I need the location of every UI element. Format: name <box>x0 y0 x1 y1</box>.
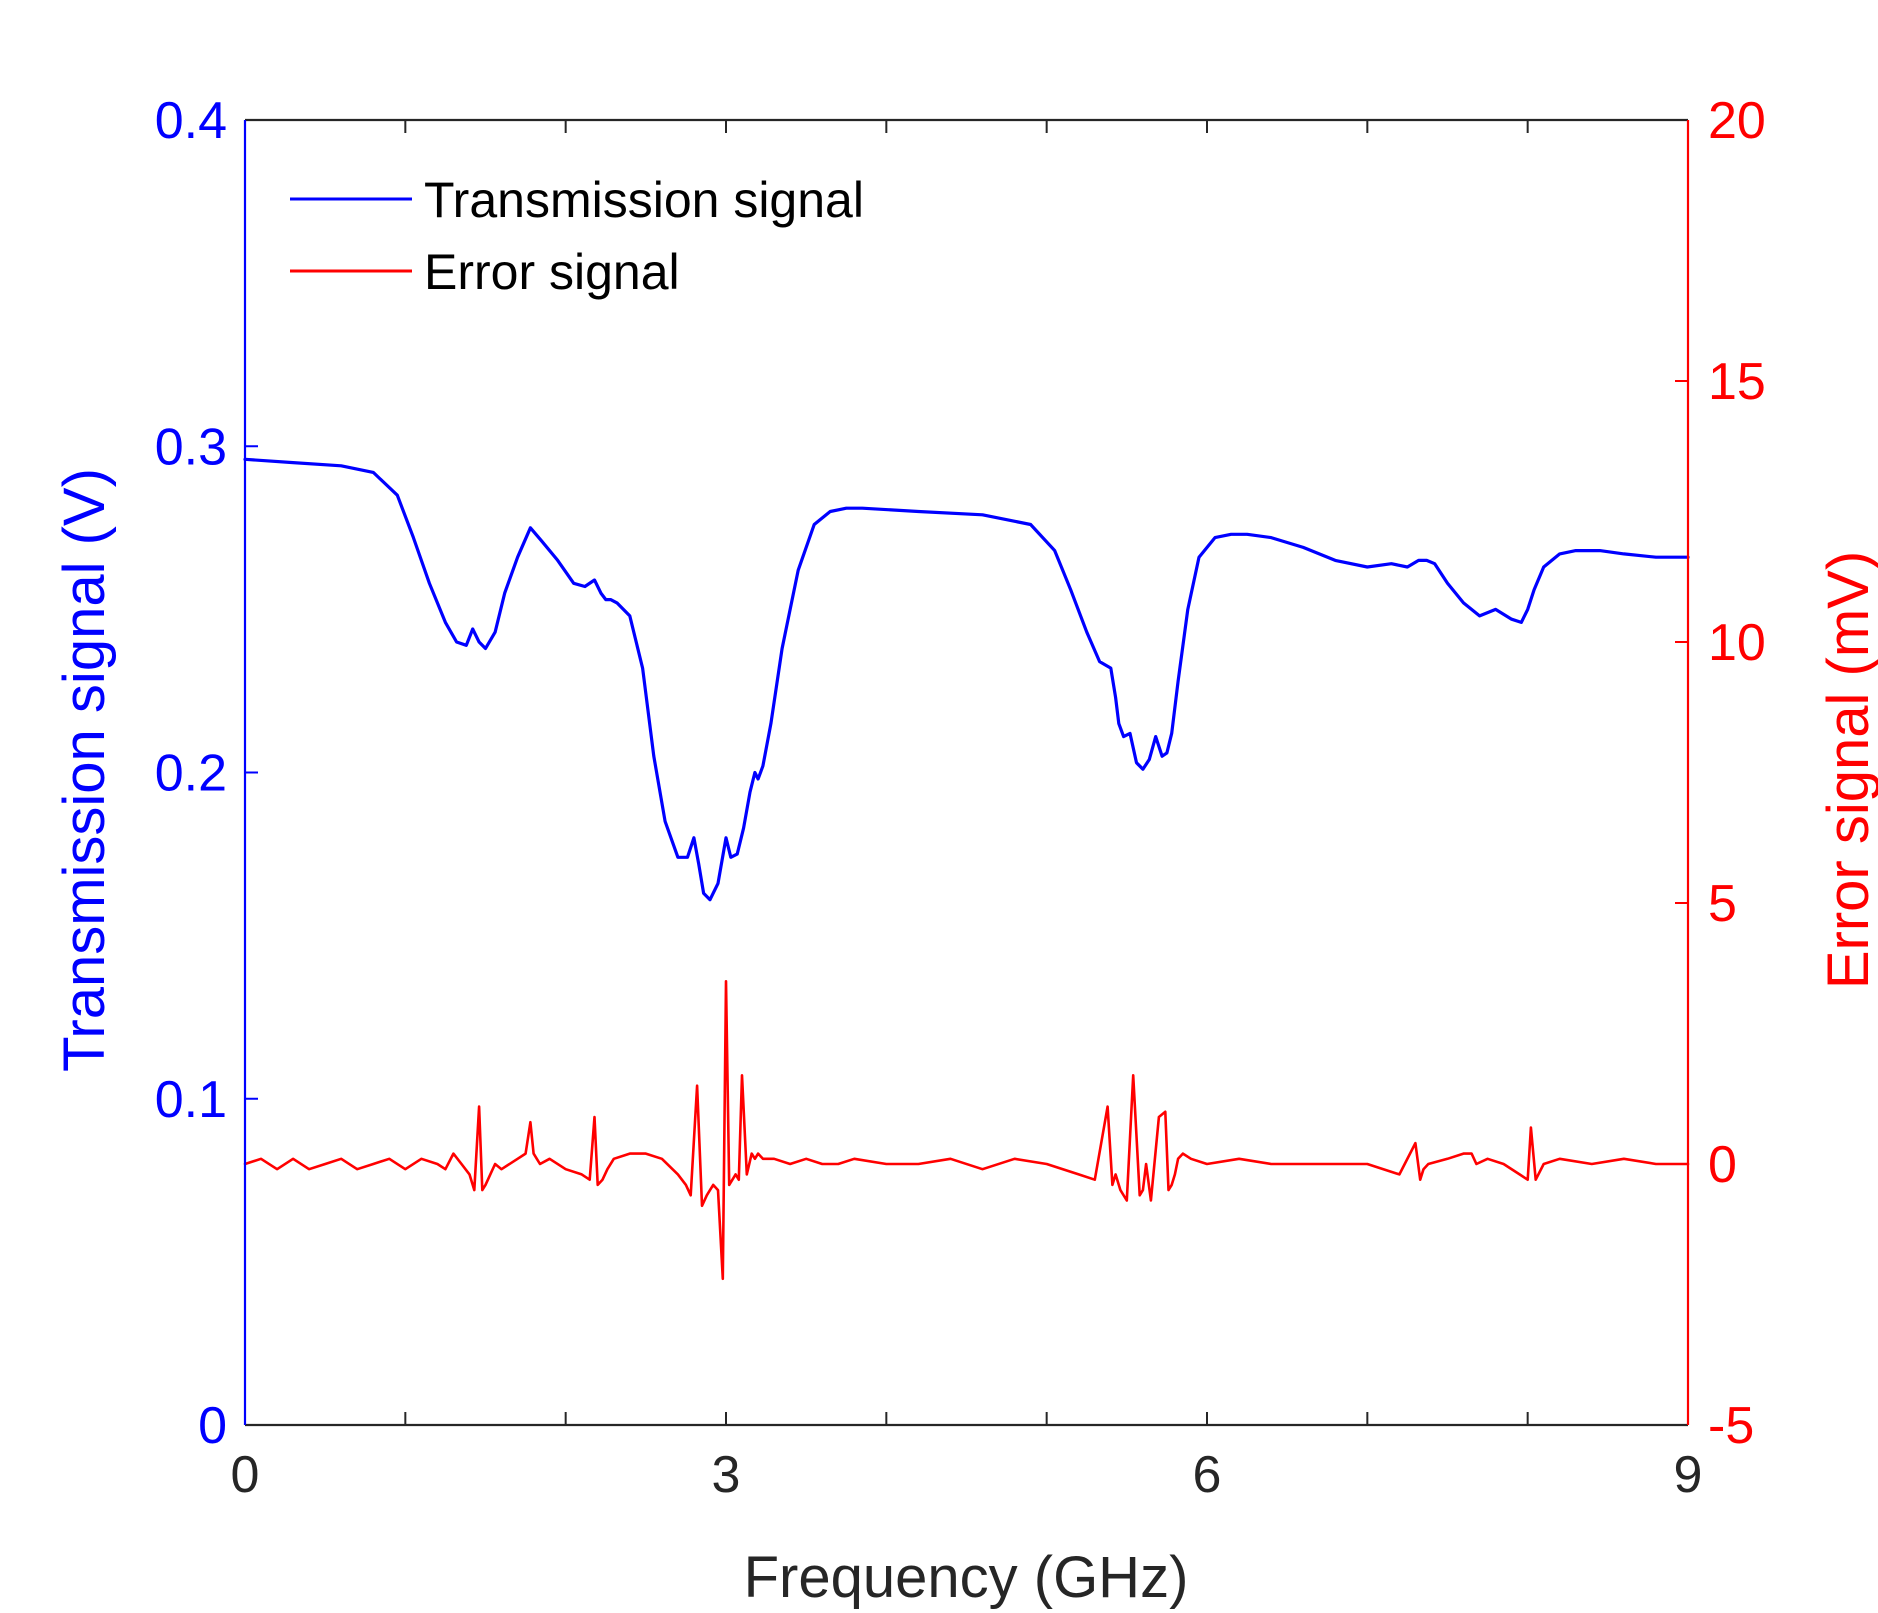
y-tick-label-0.3: 0.3 <box>155 418 227 476</box>
legend-label-transmission: Transmission signal <box>424 172 864 228</box>
y2-tick-label-10: 10 <box>1708 614 1766 672</box>
frame-layer <box>243 118 1690 1427</box>
x-tick-label-9: 9 <box>1674 1446 1703 1504</box>
series-line-transmission <box>243 457 1690 902</box>
series-line-error <box>243 979 1690 1281</box>
x-tick-label-3: 3 <box>712 1446 741 1504</box>
y-axis-title: Transmission signal (V) <box>52 468 117 1072</box>
legend-label-error: Error signal <box>424 244 680 300</box>
y2-tick-label--5: -5 <box>1708 1397 1754 1455</box>
series-layer <box>243 457 1690 1281</box>
y-tick-label-0.2: 0.2 <box>155 745 227 803</box>
y-tick-label-0.1: 0.1 <box>155 1071 227 1129</box>
x-tick-label-0: 0 <box>231 1446 260 1504</box>
y2-axis-title: Error signal (mV) <box>1816 551 1878 989</box>
y2-tick-label-5: 5 <box>1708 875 1737 933</box>
y-tick-label-0: 0 <box>198 1397 227 1455</box>
y-tick-label-0.4: 0.4 <box>155 92 227 150</box>
legend: Transmission signal Error signal <box>290 172 864 300</box>
x-axis-title: Frequency (GHz) <box>744 1545 1189 1610</box>
y2-tick-label-15: 15 <box>1708 353 1766 411</box>
y2-tick-label-0: 0 <box>1708 1136 1737 1194</box>
y2-tick-label-20: 20 <box>1708 92 1766 150</box>
x-tick-label-6: 6 <box>1193 1446 1222 1504</box>
labels-layer: 0 3 6 9 0 0.1 0.2 0.3 0.4 -5 0 5 10 15 20 <box>155 92 1766 1504</box>
